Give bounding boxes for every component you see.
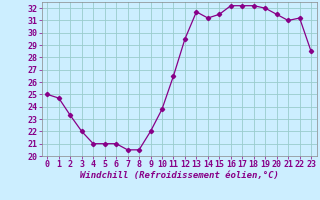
X-axis label: Windchill (Refroidissement éolien,°C): Windchill (Refroidissement éolien,°C): [80, 171, 279, 180]
